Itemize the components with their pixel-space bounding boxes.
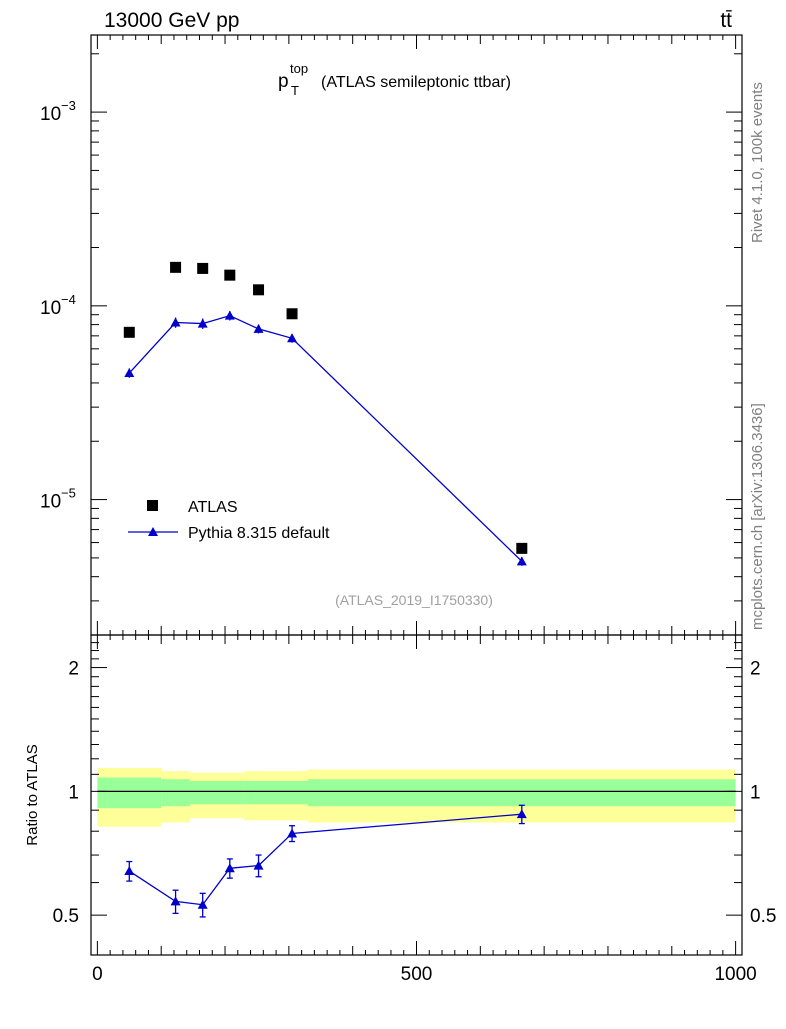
ratio-xtick-label: 500: [401, 964, 433, 985]
atlas-data-point: [123, 326, 135, 338]
atlas-data-point: [253, 284, 265, 296]
main-panel-frame: [90, 34, 743, 636]
band-inner: [308, 779, 736, 807]
pythia-point: [197, 318, 208, 328]
pythia-point: [253, 323, 264, 333]
atlas-data-point: [516, 542, 528, 554]
band-inner: [189, 780, 245, 805]
main-ytick-label: 10: [40, 492, 61, 513]
ratio-panel-data: [124, 804, 527, 918]
ratio-xtick-label: 0: [92, 964, 103, 985]
rivet-label: Rivet 4.1.0, 100k events: [749, 82, 766, 243]
legend-data-label: ATLAS: [188, 499, 238, 516]
title-rest: (ATLAS semileptonic ttbar): [321, 74, 511, 91]
ratio-ytick-label: 1: [68, 782, 79, 803]
ratio-ytick-label-right: 1: [750, 782, 761, 803]
legend: ATLAS Pythia 8.315 default: [128, 499, 330, 542]
ratio-point: [224, 863, 235, 873]
main-ytick-exponent: −3: [61, 98, 76, 113]
mcplots-label: mcplots.cern.ch [arXiv:1306.3436]: [749, 403, 766, 630]
ratio-point: [287, 828, 298, 838]
legend-mc-label: Pythia 8.315 default: [188, 525, 330, 542]
energy-label: 13000 GeV pp: [104, 9, 239, 32]
atlas-data-point: [286, 308, 298, 320]
ratio-ytick-label-right: 0.5: [750, 906, 776, 927]
title-sup: top: [290, 61, 308, 76]
pythia-point: [224, 310, 235, 320]
band-inner: [244, 780, 308, 805]
main-ytick-exponent: −5: [61, 486, 76, 501]
pythia-point: [516, 556, 527, 566]
ratio-panel-frame: [90, 634, 743, 956]
ratio-point: [516, 809, 527, 819]
plot-title: p top T (ATLAS semileptonic ttbar): [278, 61, 511, 98]
atlas-data-point: [197, 262, 209, 274]
legend-mc-marker: [148, 527, 158, 536]
pythia-point: [170, 317, 181, 327]
atlas-data-point: [170, 261, 182, 273]
analysis-watermark: (ATLAS_2019_I1750330): [335, 592, 493, 608]
title-sub: T: [291, 83, 299, 98]
main-ytick-label: 10: [40, 104, 61, 125]
atlas-data-point: [224, 269, 236, 281]
band-inner: [161, 779, 190, 807]
ratio-point: [170, 896, 181, 906]
ratio-xtick-label: 1000: [714, 964, 756, 985]
ratio-point: [197, 899, 208, 909]
pythia-point: [124, 368, 135, 378]
ratio-ylabel: Ratio to ATLAS: [24, 744, 41, 845]
pythia-point: [287, 333, 298, 343]
main-ytick-label: 10: [40, 298, 61, 319]
main-panel-data: [123, 261, 528, 566]
ratio-ytick-label: 2: [68, 659, 79, 680]
process-label: tt̄: [720, 9, 732, 32]
legend-data-marker: [147, 500, 158, 511]
ratio-point: [124, 866, 135, 876]
ratio-point: [253, 860, 264, 870]
ratio-ytick-label-right: 2: [750, 659, 761, 680]
ratio-ytick-label: 0.5: [53, 906, 79, 927]
ratio-line: [128, 813, 522, 906]
band-inner: [97, 777, 162, 809]
title-p: p: [278, 71, 289, 92]
main-ytick-exponent: −4: [61, 292, 76, 307]
uncertainty-bands: [97, 767, 736, 827]
